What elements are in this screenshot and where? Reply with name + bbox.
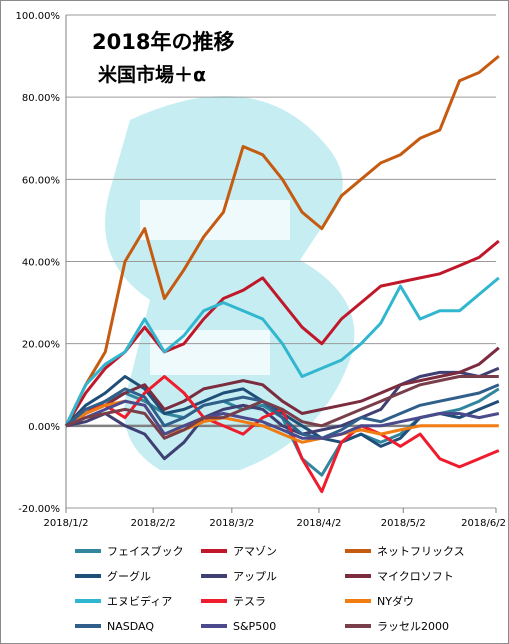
x-tick-label: 2018/5/2: [381, 518, 426, 529]
x-tick-label: 2018/3/2: [209, 518, 254, 529]
legend-swatch: [345, 624, 371, 628]
legend-item: エヌビディア: [75, 592, 172, 610]
legend-item: マイクロソフト: [345, 567, 454, 585]
legend-swatch: [75, 574, 101, 578]
legend-item: S&P500: [201, 617, 276, 635]
y-tick-label: 100.00%: [16, 11, 61, 22]
y-axis-ticks: -20.00% 0.00% 20.00% 40.00% 60.00% 80.00% 100.…: [16, 11, 61, 515]
legend-swatch: [201, 549, 227, 553]
series-lines: [64, 54, 500, 494]
x-tick-label: 2018/4/2: [296, 518, 341, 529]
legend-label: グーグル: [107, 570, 151, 583]
watermark-cutout: [140, 200, 290, 240]
legend-label: アップル: [233, 570, 277, 583]
legend-swatch: [75, 599, 101, 603]
series-line: [65, 383, 500, 440]
legend-item: ラッセル2000: [345, 617, 449, 635]
legend-swatch: [345, 549, 371, 553]
legend-label: NASDAQ: [107, 619, 155, 633]
legend-item: フェイスブック: [75, 542, 184, 560]
legend-item: ネットフリックス: [345, 542, 465, 560]
legend-label: エヌビディア: [107, 595, 173, 608]
legend-swatch: [75, 549, 101, 553]
y-tick-label: 0.00%: [28, 422, 60, 433]
watermark-logo: [105, 96, 355, 470]
legend-item: アマゾン: [201, 542, 277, 560]
legend-item: NYダウ: [345, 592, 414, 610]
y-tick-label: 60.00%: [22, 175, 60, 186]
series-line: [65, 366, 500, 461]
legend-label: ラッセル2000: [377, 620, 449, 633]
legend-swatch: [345, 574, 371, 578]
legend-item: テスラ: [201, 592, 266, 610]
legend-swatch: [201, 624, 227, 628]
legend-label: NYダウ: [377, 595, 414, 608]
series-line: [65, 346, 500, 428]
x-axis-ticks: 2018/1/2 2018/2/2 2018/3/2 2018/4/2 2018/5/2…: [44, 508, 506, 529]
legend-label: マイクロソフト: [377, 570, 454, 583]
x-tick-label: 2018/2/2: [131, 518, 176, 529]
chart-title-line1: 2018年の推移: [92, 30, 234, 54]
chart-title: 2018年の推移 米国市場＋α: [92, 30, 234, 86]
legend-swatch: [345, 599, 371, 603]
y-tick-label: -20.00%: [18, 504, 60, 515]
y-tick-label: 20.00%: [22, 340, 60, 351]
legend-swatch: [201, 599, 227, 603]
x-tick-label: 2018/1/2: [44, 518, 89, 529]
legend-label: S&P500: [233, 619, 277, 633]
legend-swatch: [201, 574, 227, 578]
watermark-cutout: [150, 330, 270, 375]
legend-label: アマゾン: [233, 545, 277, 558]
y-tick-label: 40.00%: [22, 258, 60, 269]
series-line: [64, 276, 500, 427]
chart-title-line2: 米国市場＋α: [98, 63, 206, 86]
x-tick-label: 2018/6/2: [461, 518, 506, 529]
legend-item: アップル: [201, 567, 277, 585]
line-chart: -20.00% 0.00% 20.00% 40.00% 60.00% 80.00% 100.…: [16, 11, 507, 529]
legend-item: NASDAQ: [75, 617, 154, 635]
legend-item: グーグル: [75, 567, 151, 585]
y-tick-label: 80.00%: [22, 93, 60, 104]
series-line: [65, 375, 499, 440]
watermark-shape: [105, 96, 355, 470]
legend-label: ネットフリックス: [377, 545, 465, 558]
legend-swatch: [75, 624, 101, 628]
legend-label: テスラ: [233, 595, 266, 608]
series-line: [64, 54, 500, 427]
legend-label: フェイスブック: [107, 545, 184, 558]
series-line: [65, 399, 500, 440]
series-line: [64, 239, 500, 427]
